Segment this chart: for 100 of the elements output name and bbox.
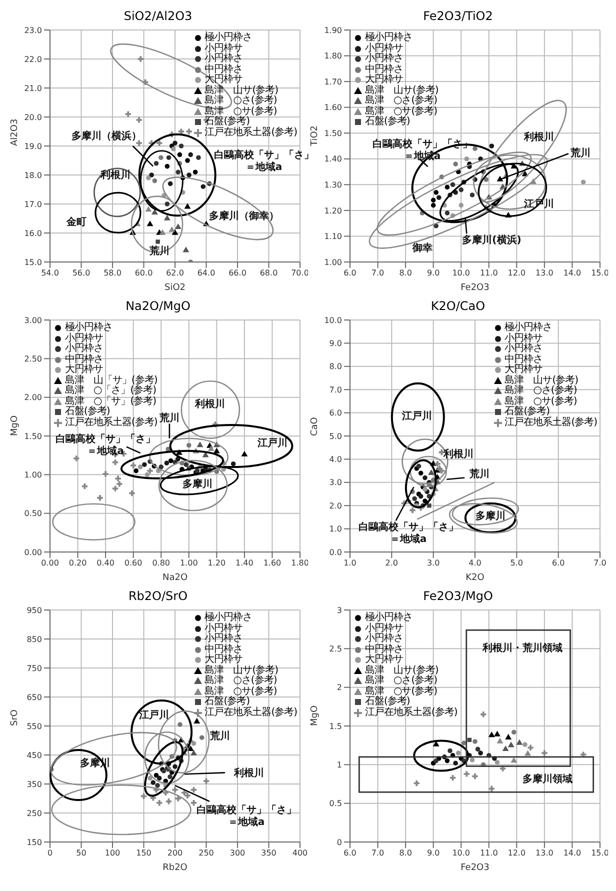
annotation: 白鷗高校「サ」「さ」＝地域a (54, 434, 156, 458)
x-tick-label: 14.0 (563, 268, 582, 278)
legend-label: 島津 ○「サ」(参考) (65, 396, 156, 406)
legend-label: 島津 山「サ」(参考) (65, 374, 158, 386)
y-tick-label: 4.0 (329, 455, 342, 464)
annotation: 荒川 (570, 148, 590, 160)
y-tick-label: 1.40 (324, 154, 342, 164)
x-tick-label: 50 (76, 848, 86, 858)
x-axis-title: Na2O (162, 573, 188, 583)
legend-label: 中円枠さ (365, 64, 403, 74)
x-tick-label: 56.0 (72, 268, 90, 278)
legend-label: 石盤(参考) (365, 116, 410, 128)
legend-label: 島津 ○「さ」(参考) (65, 385, 156, 396)
x-tick-label: 10.0 (452, 848, 470, 858)
annotation: 荒川 (160, 413, 180, 426)
x-tick-label: 200 (167, 848, 183, 858)
x-axis-title: Fe2O3 (460, 863, 490, 873)
legend-label: 小円枠サ (365, 42, 403, 54)
annotation: 白鷗高校「サ」「さ」＝地域a (212, 150, 315, 174)
y-tick-label: 10.0 (324, 316, 342, 325)
y-tick-label: 1.00 (24, 470, 42, 480)
x-tick-label: 11.0 (480, 848, 498, 858)
y-tick-label: 1.5 (329, 722, 342, 731)
y-tick-label: 1.60 (324, 103, 342, 112)
x-tick-label: 6.0 (344, 268, 356, 278)
y-tick-label: 450 (26, 750, 42, 760)
legend-label: 大円枠サ (365, 74, 403, 85)
legend-label: 石盤(参考) (204, 116, 250, 127)
x-tick-label: 10.0 (452, 268, 470, 278)
x-tick-label: 13.0 (536, 268, 554, 278)
legend-label: 小円枠さ (504, 343, 543, 354)
y-tick-label: 2.00 (24, 393, 42, 402)
legend-label: 小円枠サ (504, 332, 543, 344)
legend-label: 石盤(参考) (65, 406, 110, 417)
annotation: 多摩川領域 (522, 774, 572, 786)
x-tick-label: 13.0 (536, 848, 554, 858)
x-tick-label: 0.60 (124, 558, 142, 568)
y-tick-label: 20.0 (24, 112, 42, 122)
y-tick-label: 23.0 (24, 26, 42, 35)
x-tick-label: 12.0 (508, 848, 526, 858)
annotation: 荒川 (149, 246, 170, 258)
annotation: 江戸川 (402, 411, 432, 424)
x-tick-label: 54.0 (41, 268, 59, 278)
annotation: 多摩川 (182, 479, 212, 492)
x-tick-label: 5.0 (510, 558, 524, 568)
x-tick-label: 0 (47, 848, 53, 858)
legend-label: 大円枠サ (204, 654, 243, 665)
y-axis-title: SrO (10, 710, 20, 726)
x-tick-label: 300 (230, 848, 246, 858)
annotation: 利根川 (524, 132, 554, 144)
chart-title: Na2O/MgO (124, 298, 192, 314)
x-tick-label: 58.0 (104, 268, 122, 278)
x-tick-label: 8.0 (399, 268, 412, 278)
x-tick-label: 11.0 (480, 268, 498, 278)
y-tick-label: 7.0 (329, 385, 342, 394)
y-tick-label: 17.0 (24, 200, 42, 209)
legend-label: 島津 山サ(参考) (504, 374, 578, 386)
legend-label: 島津 山サ(参考) (365, 664, 438, 676)
x-tick-label: 15.0 (591, 268, 609, 278)
x-tick-label: 6.0 (344, 848, 356, 858)
x-tick-label: 6.0 (552, 558, 565, 568)
x-tick-label: 350 (261, 848, 276, 858)
annotation: 白鷗高校「サ」「さ」＝地域a (357, 522, 460, 546)
y-axis-title: MgO (310, 705, 320, 726)
x-tick-label: 70.0 (291, 268, 309, 278)
legend-label: 江戸在地系土器(参考) (365, 706, 458, 718)
y-tick-label: 3 (336, 606, 342, 615)
legend-label: 極小円枠さ (204, 612, 252, 623)
y-tick-label: 0.50 (24, 509, 42, 518)
y-axis-title: TiO2 (310, 125, 320, 147)
x-tick-label: 1.60 (263, 558, 282, 568)
legend-label: 島津 ○さ(参考) (365, 675, 438, 686)
legend-label: 極小円枠さ (365, 32, 412, 43)
legend-label: 江戸在地系土器(参考) (65, 416, 158, 428)
x-tick-label: 1.40 (236, 558, 254, 568)
y-tick-label: 15.0 (24, 258, 42, 267)
x-tick-label: 68.0 (260, 268, 278, 278)
x-tick-label: 9.0 (426, 848, 440, 858)
y-tick-label: 22.0 (24, 54, 42, 64)
y-tick-label: 750 (26, 664, 42, 673)
y-tick-label: 1.80 (324, 52, 342, 61)
y-tick-label: 350 (26, 780, 42, 789)
y-tick-label: 18.0 (24, 170, 42, 180)
annotation: 利根川 (443, 448, 474, 461)
annotation: 江戸川 (138, 710, 169, 722)
y-tick-label: 0.0 (329, 548, 342, 557)
legend-label: 島津 山サ(参考) (204, 664, 278, 676)
annotation: 利根川 (194, 399, 225, 412)
legend-label: 小円枠さ (204, 53, 243, 64)
legend-label: 島津 ○さ(参考) (504, 385, 577, 396)
annotation: 御幸 (412, 243, 432, 255)
y-axis-title: MgO (10, 415, 20, 436)
x-tick-label: 62.0 (166, 268, 184, 278)
legend-label: 小円枠サ (204, 42, 243, 54)
x-tick-label: 7.0 (371, 848, 384, 858)
y-tick-label: 1.70 (324, 77, 342, 86)
y-tick-label: 0.00 (24, 548, 42, 557)
legend-label: 中円枠さ (65, 354, 103, 364)
y-tick-label: 1.20 (324, 206, 342, 216)
x-tick-label: 1.80 (291, 558, 309, 568)
